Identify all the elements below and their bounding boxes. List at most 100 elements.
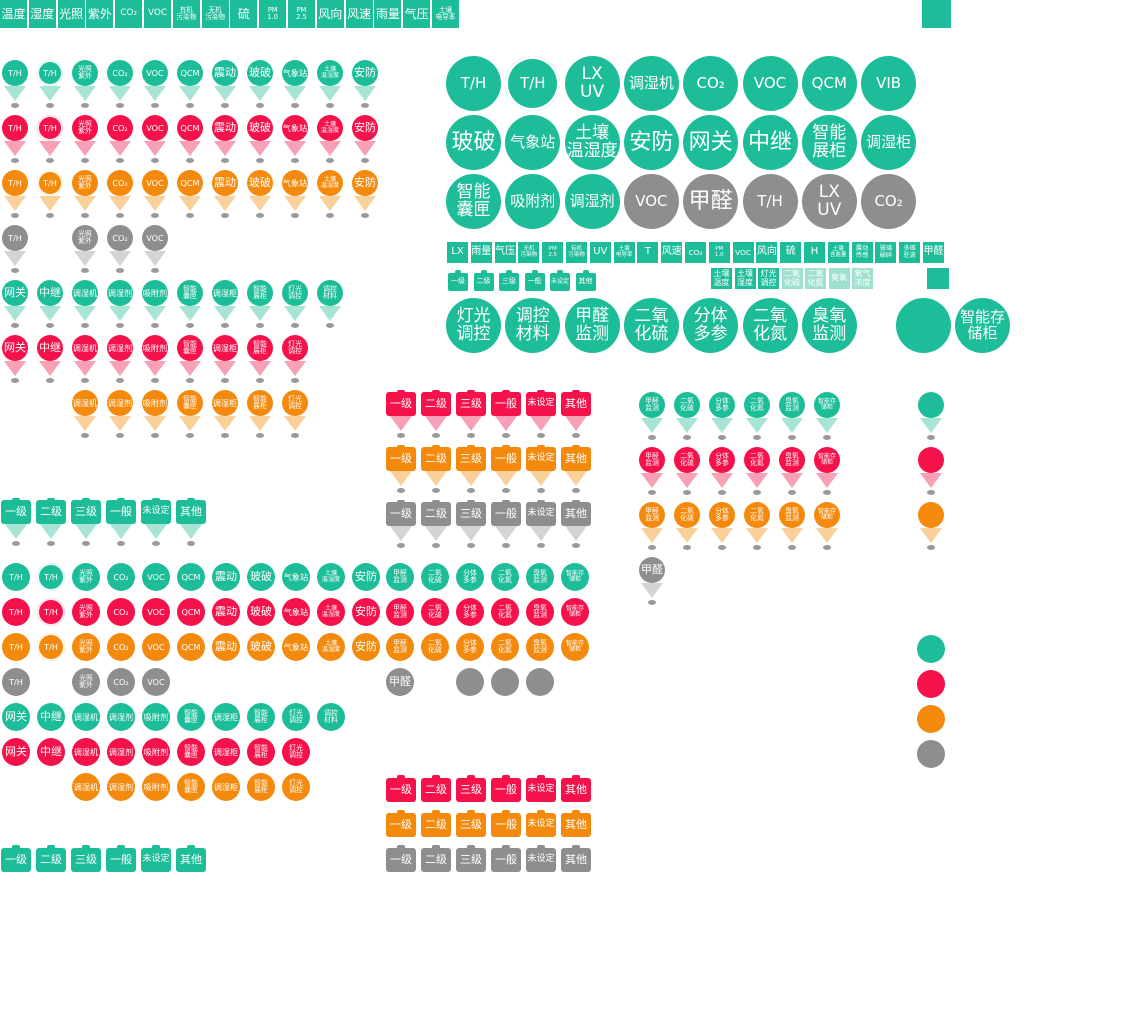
pin-head: VOC (142, 225, 168, 251)
icon-label: 安防 (354, 176, 376, 190)
pin-shadow (151, 213, 159, 218)
sensor-disc: 智能 囊匣 (446, 174, 501, 229)
pin-shadow (291, 323, 299, 328)
pin-head: 二氧 化硫 (674, 502, 700, 528)
pin-tail (74, 416, 96, 431)
pin-shadow (291, 433, 299, 438)
sensor-tile-small: 土壤 含盐量 (827, 242, 849, 263)
pin-head: 安防 (352, 170, 378, 196)
monitor-pin: 二氧 化氮 (742, 392, 772, 442)
bag-handle (537, 845, 545, 850)
blank-circle (491, 668, 519, 696)
pin-tail (179, 141, 201, 156)
pin-tail (109, 306, 131, 321)
status-circle (917, 705, 945, 733)
sensor-tile-small: 土壤 温度 (711, 268, 732, 289)
bag-body: 三级 (71, 500, 101, 524)
level-pin: 未设定 (526, 445, 556, 495)
icon-label: 紫外 (87, 6, 112, 21)
sensor-disc: VOC (742, 56, 798, 111)
pin-head: 气象站 (282, 60, 308, 86)
sensor-tile: 土壤 电导率 (432, 0, 459, 28)
monitor-circle: 甲醛 监测 (386, 598, 414, 626)
level-pin: 二级 (421, 390, 451, 440)
pin-head: 智能存 储柜 (814, 392, 840, 418)
bag-body: 未设定 (526, 392, 556, 416)
pin-tail (284, 141, 306, 156)
icon-label: T/H (520, 73, 546, 92)
pin-shadow (718, 545, 726, 550)
device-circle: 智能 囊匣 (177, 773, 205, 801)
icon-label: 甲醛 监测 (645, 396, 659, 412)
pin-shadow (151, 268, 159, 273)
icon-label: 其他 (565, 397, 587, 411)
pin-head: 调湿剂 (107, 335, 133, 361)
device-circle: 调湿机 (72, 773, 100, 801)
pin-tail (816, 473, 838, 488)
pin-tail (641, 473, 663, 488)
icon-label: 调湿机 (628, 73, 674, 92)
sensor-pin: QCM (175, 115, 205, 165)
icon-label: 智能存 储柜 (565, 604, 585, 618)
pin-shadow (81, 378, 89, 383)
sensor-tile: 硫 (230, 0, 258, 28)
icon-label: 分体 多参 (693, 305, 728, 344)
icon-label: 未设定 (527, 819, 555, 830)
pin-head: 分体 多参 (709, 502, 735, 528)
icon-label: 智能存 储柜 (959, 307, 1005, 342)
sensor-tile-small: 臭氧 (828, 268, 850, 289)
pin-head: 灯光 调控 (282, 390, 308, 416)
pin-head: 智能 展柜 (247, 335, 273, 361)
pin-head: T/H (2, 115, 28, 141)
icon-label: 智能 展柜 (253, 394, 267, 410)
pin-tail (565, 526, 587, 541)
icon-label: 其他 (565, 818, 587, 832)
icon-label: 中继 (39, 286, 61, 300)
pin-tail (284, 86, 306, 101)
pin-head: 玻破 (247, 60, 273, 86)
icon-label: T/H (9, 676, 23, 687)
pin-shadow (186, 158, 194, 163)
icon-label: 智能 囊匣 (184, 708, 198, 724)
icon-label: 一般 (110, 853, 132, 867)
bag-body: 未设定 (526, 502, 556, 526)
icon-label: QCM (181, 571, 201, 582)
icon-label: 臭氧 监测 (785, 506, 799, 522)
device-circle: 调控 材料 (317, 703, 345, 731)
pin-head: 调湿剂 (107, 280, 133, 306)
pin-shadow (467, 433, 475, 438)
pin-head: QCM (177, 60, 203, 86)
level-bag-mini: 三级 (499, 273, 519, 291)
icon-label: 未设定 (142, 854, 170, 865)
icon-label: 气象站 (283, 571, 309, 582)
icon-label: 二氧 化硫 (680, 451, 694, 467)
pin-head: 分体 多参 (709, 447, 735, 473)
icon-label: 土壤 电导率 (615, 245, 633, 258)
icon-label: 风速 (661, 246, 682, 258)
pin-tail (284, 361, 306, 376)
device-pin: 中继 (35, 335, 65, 385)
level-badge: 一级 (386, 810, 416, 837)
icon-label: 一级 (390, 397, 412, 411)
icon-label: T (644, 246, 651, 258)
icon-label: 分体 多参 (463, 568, 477, 584)
sensor-pin: VOC (140, 60, 170, 110)
sensor-circle: 土壤 温湿度 (317, 633, 345, 661)
pin-shadow (221, 103, 229, 108)
pin-shadow (537, 543, 545, 548)
pin-shadow (397, 433, 405, 438)
pin-tail (284, 306, 306, 321)
sensor-disc: CO₂ (683, 56, 739, 111)
status-pin (916, 502, 946, 552)
icon-label: 光照 紫外 (79, 638, 93, 654)
pin-shadow (326, 103, 334, 108)
status-circle (917, 635, 945, 663)
icon-label: 多维 驻波 (903, 245, 916, 259)
pin-shadow (648, 435, 656, 440)
level-badge: 一级 (386, 845, 416, 872)
pin-tail (110, 524, 132, 539)
pin-tail (425, 526, 447, 541)
icon-label: 二级 (425, 783, 447, 797)
pin-tail (109, 141, 131, 156)
pin-head: 调湿柜 (212, 280, 238, 306)
